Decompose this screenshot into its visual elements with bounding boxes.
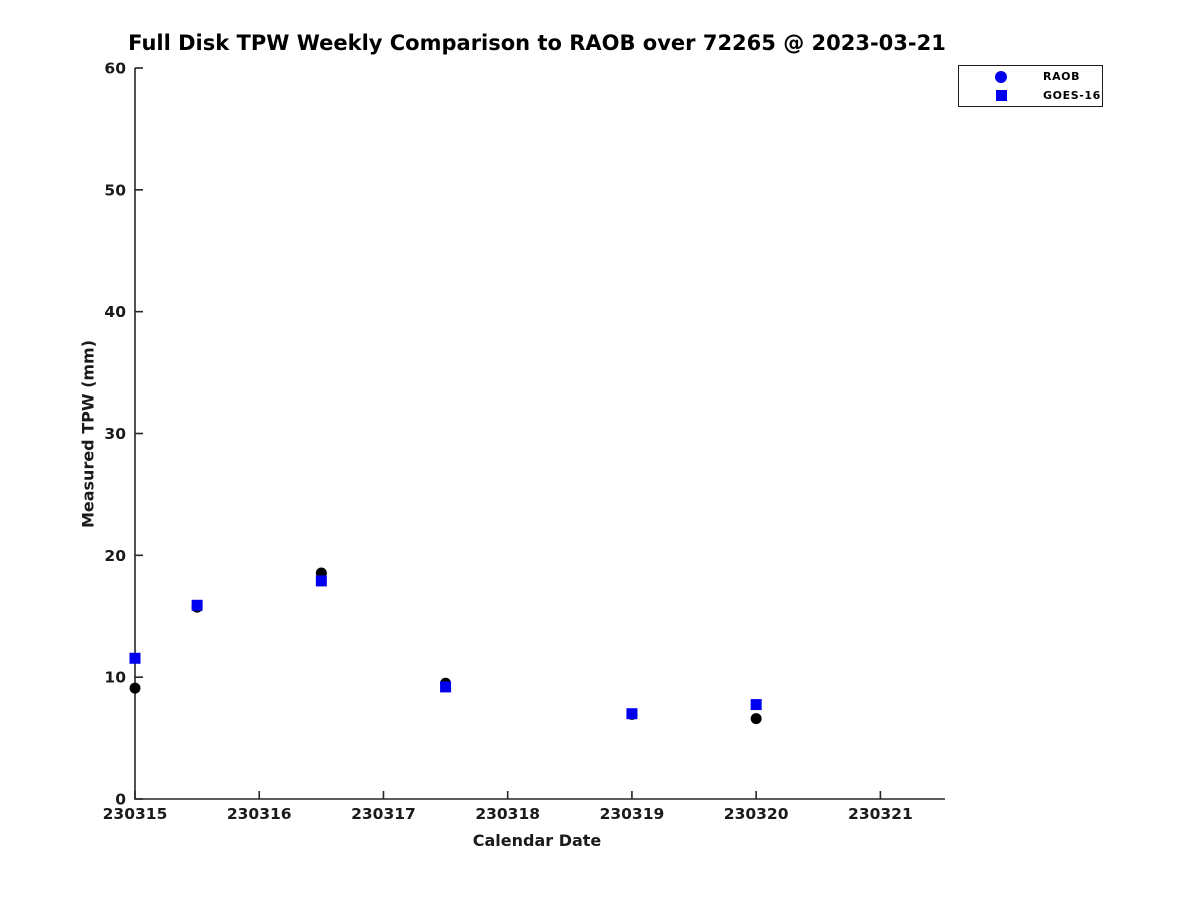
- x-tick-label: 230315: [103, 805, 168, 823]
- goes16-data-point: [440, 681, 452, 693]
- y-tick-label: 30: [104, 425, 126, 443]
- raob-circle-marker-icon: [995, 70, 1007, 83]
- axis-spines: [134, 68, 945, 800]
- goes16-square-marker-icon: [995, 89, 1007, 101]
- goes16-data-point: [750, 699, 762, 711]
- goes16-data-point: [129, 652, 141, 664]
- x-tick-label: 230321: [848, 805, 913, 823]
- y-tick-label: 50: [104, 181, 126, 199]
- raob-data-point: [750, 713, 762, 725]
- legend-label-goes16: GOES-16: [1043, 88, 1101, 102]
- legend-box: RAOB GOES-16: [958, 65, 1103, 107]
- legend-item-raob: RAOB: [959, 69, 1102, 85]
- x-tick-label: 230320: [724, 805, 789, 823]
- x-tick-label: 230318: [475, 805, 540, 823]
- goes16-data-point: [315, 575, 327, 587]
- x-axis-label: Calendar Date: [472, 831, 602, 850]
- goes16-data-point: [626, 708, 638, 720]
- y-tick-label: 60: [104, 60, 126, 78]
- legend-marker-cell: [959, 70, 1043, 83]
- y-tick-label: 20: [104, 547, 126, 565]
- y-tick-label: 40: [104, 303, 126, 321]
- x-tick-label: 230319: [600, 805, 665, 823]
- x-tick-label: 230317: [351, 805, 416, 823]
- legend-item-goes16: GOES-16: [959, 87, 1102, 103]
- goes16-data-point: [191, 599, 203, 611]
- y-tick-label: 10: [104, 669, 126, 687]
- chart-title: Full Disk TPW Weekly Comparison to RAOB …: [128, 31, 946, 55]
- legend-marker-cell: [959, 89, 1043, 101]
- y-axis-label: Measured TPW (mm): [78, 339, 98, 529]
- raob-data-point: [129, 682, 141, 694]
- legend-label-raob: RAOB: [1043, 70, 1081, 84]
- y-tick-label: 0: [115, 791, 126, 809]
- x-tick-label: 230316: [227, 805, 292, 823]
